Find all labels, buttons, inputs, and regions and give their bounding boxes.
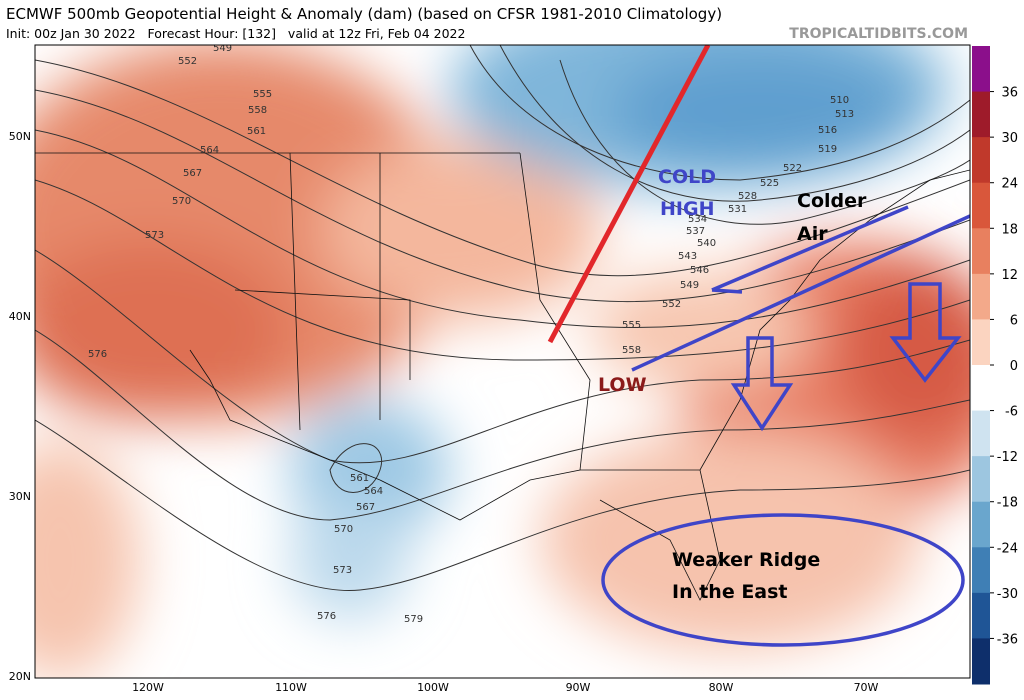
contour-label: 552 (178, 56, 197, 67)
colorbar: 36 30 24 18 12 6 0 -6 -12 -18 -24 -30 -36 (972, 46, 1018, 685)
colorbar-tick-label: 30 (1001, 131, 1018, 146)
lat-label: 30N (9, 490, 31, 503)
lat-label: 20N (9, 670, 31, 683)
colorbar-tick-label: -30 (997, 587, 1018, 602)
colorbar-segment (972, 410, 990, 457)
cold-high-label: COLD (658, 166, 716, 188)
colorbar-segment (972, 501, 990, 548)
colorbar-segment (972, 547, 990, 594)
subtitle: Init: 00z Jan 30 2022 Forecast Hour: [13… (6, 26, 465, 41)
contour-label: 570 (172, 196, 191, 207)
anomaly-shading (35, 45, 970, 678)
colorbar-segment (972, 137, 990, 184)
contour-label: 567 (183, 168, 202, 179)
contour-label: 576 (88, 349, 107, 360)
colorbar-segment (972, 228, 990, 275)
contour-label: 561 (350, 473, 369, 484)
contour-label: 525 (760, 178, 779, 189)
contour-label: 564 (364, 486, 383, 497)
map-frame (34, 44, 971, 679)
lon-label: 80W (709, 681, 734, 694)
contour-label: 561 (247, 126, 266, 137)
contour-label: 546 (690, 265, 709, 276)
contour-label: 579 (404, 614, 423, 625)
contour-label: 543 (678, 251, 697, 262)
contour-label: 555 (622, 320, 641, 331)
lon-label: 70W (854, 681, 879, 694)
lat-label: 40N (9, 310, 31, 323)
colder-air-label: Colder (797, 190, 867, 212)
borders (35, 152, 970, 601)
colorbar-tick-label: 0 (1010, 359, 1018, 374)
colorbar-tick-label: -18 (997, 496, 1018, 511)
contour-label: 555 (253, 89, 272, 100)
colorbar-segment (972, 46, 990, 93)
contour-label: 534 (688, 214, 707, 225)
colorbar-tick-label: 36 (1001, 86, 1018, 101)
colorbar-segment (972, 91, 990, 138)
colorbar-tick-label: -12 (997, 450, 1018, 465)
colorbar-tick-label: 18 (1001, 222, 1018, 237)
contour-label: 558 (248, 105, 267, 116)
contour-label: 522 (783, 163, 802, 174)
contour-label: 537 (686, 226, 705, 237)
contour-label: 573 (333, 565, 352, 576)
watermark: TROPICALTIDBITS.COM (789, 26, 968, 42)
red-boundary-line (547, 45, 711, 344)
colorbar-tick-label: 6 (1010, 313, 1018, 328)
contour-label: 549 (213, 43, 232, 54)
colorbar-segment (972, 365, 990, 412)
colorbar-tick-label: 12 (1001, 268, 1018, 283)
lon-label: 90W (566, 681, 591, 694)
contour-label: 513 (835, 109, 854, 120)
lon-label: 120W (132, 681, 164, 694)
contour-label: 531 (728, 204, 747, 215)
contour-label: 516 (818, 125, 837, 136)
contour-label: 549 (680, 280, 699, 291)
low-label: LOW (598, 374, 647, 396)
arrows (601, 205, 970, 647)
contour-label: 564 (200, 145, 219, 156)
colorbar-tick-label: -6 (1005, 405, 1018, 420)
lon-label: 100W (417, 681, 449, 694)
contour-label: 540 (697, 238, 716, 249)
ridge-label: In the East (672, 581, 788, 603)
contour-label: 519 (818, 144, 837, 155)
contour-label: 576 (317, 611, 336, 622)
colorbar-segment (972, 182, 990, 229)
contour-label: 528 (738, 191, 757, 202)
height-contours (35, 45, 970, 591)
contour-label: 558 (622, 345, 641, 356)
colorbar-segment (972, 592, 990, 639)
ridge-label: Weaker Ridge (672, 549, 820, 571)
contour-label: 552 (662, 299, 681, 310)
colorbar-segment (972, 638, 990, 685)
colder-air-label: Air (797, 223, 828, 245)
lat-label: 50N (9, 130, 31, 143)
colorbar-tick-label: -24 (997, 541, 1018, 556)
contour-label: 570 (334, 524, 353, 535)
map-area: 5495525555585615645675705735765105135165… (35, 43, 970, 678)
colorbar-tick-label: -36 (997, 632, 1018, 647)
cold-high-label: HIGH (660, 198, 714, 220)
title: ECMWF 500mb Geopotential Height & Anomal… (6, 5, 722, 23)
colorbar-segment (972, 273, 990, 320)
colorbar-segment (972, 456, 990, 503)
contour-label: 567 (356, 502, 375, 513)
contour-label: 573 (145, 230, 164, 241)
colorbar-tick-label: 24 (1001, 177, 1018, 192)
lon-label: 110W (275, 681, 307, 694)
contour-labels: 5495525555585615645675705735765105135165… (88, 43, 854, 625)
contour-label: 510 (830, 95, 849, 106)
colorbar-segment (972, 319, 990, 366)
